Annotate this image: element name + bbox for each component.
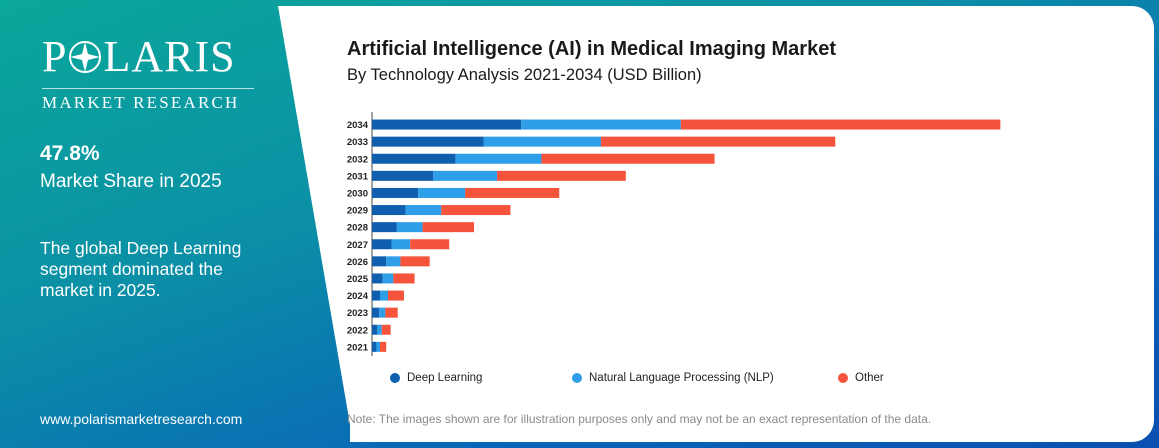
bar-deep-learning-2021 xyxy=(372,341,377,352)
polaris-logo: P LARIS MARKET RESEARCH xyxy=(42,34,262,113)
website-link[interactable]: www.polarismarketresearch.com xyxy=(40,411,243,427)
logo-divider xyxy=(42,88,254,89)
legend-label: Deep Learning xyxy=(407,372,483,384)
bar-natural-language-processing-nlp-2033 xyxy=(483,136,601,147)
bar-deep-learning-2033 xyxy=(372,136,484,147)
logo-subtitle: MARKET RESEARCH xyxy=(42,93,240,112)
bar-other-2025 xyxy=(393,273,415,284)
bar-deep-learning-2032 xyxy=(372,153,456,164)
legend-swatch xyxy=(390,373,400,383)
bar-deep-learning-2022 xyxy=(372,324,378,335)
bar-deep-learning-2024 xyxy=(372,290,380,301)
bar-other-2028 xyxy=(422,222,475,233)
legend-swatch xyxy=(572,373,582,383)
bar-natural-language-processing-nlp-2024 xyxy=(379,290,388,301)
bar-other-2024 xyxy=(387,290,404,301)
chart-legend: Deep Learning Natural Language Processing… xyxy=(390,372,1010,390)
bar-natural-language-processing-nlp-2026 xyxy=(386,256,401,267)
y-tick-label-2022: 2022 xyxy=(347,325,368,336)
bar-deep-learning-2034 xyxy=(372,119,522,130)
bar-deep-learning-2028 xyxy=(372,222,397,233)
y-tick-label-2023: 2023 xyxy=(347,308,368,319)
logo-text-laris: LARIS xyxy=(103,32,236,81)
legend-label: Natural Language Processing (NLP) xyxy=(589,372,774,384)
bar-natural-language-processing-nlp-2022 xyxy=(377,324,382,335)
legend-item: Natural Language Processing (NLP) xyxy=(572,372,774,384)
disclaimer-note: Note: The images shown are for illustrat… xyxy=(347,412,932,426)
bar-deep-learning-2029 xyxy=(372,205,406,216)
y-tick-label-2027: 2027 xyxy=(347,240,368,251)
chart-title: Artificial Intelligence (AI) in Medical … xyxy=(347,38,836,60)
y-tick-label-2026: 2026 xyxy=(347,257,368,268)
y-tick-label-2034: 2034 xyxy=(347,120,369,131)
y-tick-label-2024: 2024 xyxy=(347,291,369,302)
bar-other-2026 xyxy=(400,256,430,267)
bar-natural-language-processing-nlp-2031 xyxy=(433,170,498,181)
logo-text-p: P xyxy=(42,32,68,81)
bar-natural-language-processing-nlp-2032 xyxy=(455,153,542,164)
chart-subtitle: By Technology Analysis 2021-2034 (USD Bi… xyxy=(347,66,702,84)
bar-deep-learning-2025 xyxy=(372,273,383,284)
bar-other-2029 xyxy=(441,205,511,216)
bar-natural-language-processing-nlp-2030 xyxy=(418,187,466,198)
bar-other-2027 xyxy=(410,239,450,250)
bar-other-2021 xyxy=(379,341,387,352)
legend-swatch xyxy=(838,373,848,383)
bar-natural-language-processing-nlp-2027 xyxy=(391,239,411,250)
bar-natural-language-processing-nlp-2023 xyxy=(379,307,386,318)
y-tick-label-2028: 2028 xyxy=(347,223,368,234)
y-tick-label-2021: 2021 xyxy=(347,342,369,353)
bar-other-2022 xyxy=(381,324,391,335)
bar-natural-language-processing-nlp-2021 xyxy=(376,341,380,352)
bar-other-2031 xyxy=(497,170,626,181)
legend-item: Other xyxy=(838,372,884,384)
y-tick-label-2025: 2025 xyxy=(347,274,369,285)
bar-deep-learning-2031 xyxy=(372,170,434,181)
bar-deep-learning-2023 xyxy=(372,307,380,318)
bar-natural-language-processing-nlp-2028 xyxy=(396,222,423,233)
logo-wordmark: P LARIS xyxy=(42,34,262,80)
bar-other-2034 xyxy=(680,119,1001,130)
bar-other-2033 xyxy=(600,136,836,147)
segment-description: The global Deep Learning segment dominat… xyxy=(40,238,242,300)
legend-item: Deep Learning xyxy=(390,372,482,384)
legend-label: Other xyxy=(855,372,884,384)
market-share-label: Market Share in 2025 xyxy=(40,171,222,192)
bar-other-2023 xyxy=(385,307,398,318)
y-tick-label-2033: 2033 xyxy=(347,137,368,148)
y-tick-label-2030: 2030 xyxy=(347,188,368,199)
compass-star-icon xyxy=(69,41,102,73)
y-tick-label-2029: 2029 xyxy=(347,206,368,217)
bar-natural-language-processing-nlp-2029 xyxy=(405,205,442,216)
y-tick-label-2031: 2031 xyxy=(347,171,369,182)
bar-natural-language-processing-nlp-2025 xyxy=(382,273,394,284)
bar-natural-language-processing-nlp-2034 xyxy=(521,119,681,130)
bar-deep-learning-2027 xyxy=(372,239,392,250)
bar-other-2030 xyxy=(465,187,560,198)
market-share-value: 47.8% xyxy=(40,142,100,165)
y-tick-label-2032: 2032 xyxy=(347,154,368,165)
bar-deep-learning-2030 xyxy=(372,187,419,198)
bar-deep-learning-2026 xyxy=(372,256,387,267)
stacked-bar-chart: 2034 2033 2032 2031 2030 2029 2028 2027 2026 2025… xyxy=(347,112,1001,356)
bar-other-2032 xyxy=(541,153,715,164)
